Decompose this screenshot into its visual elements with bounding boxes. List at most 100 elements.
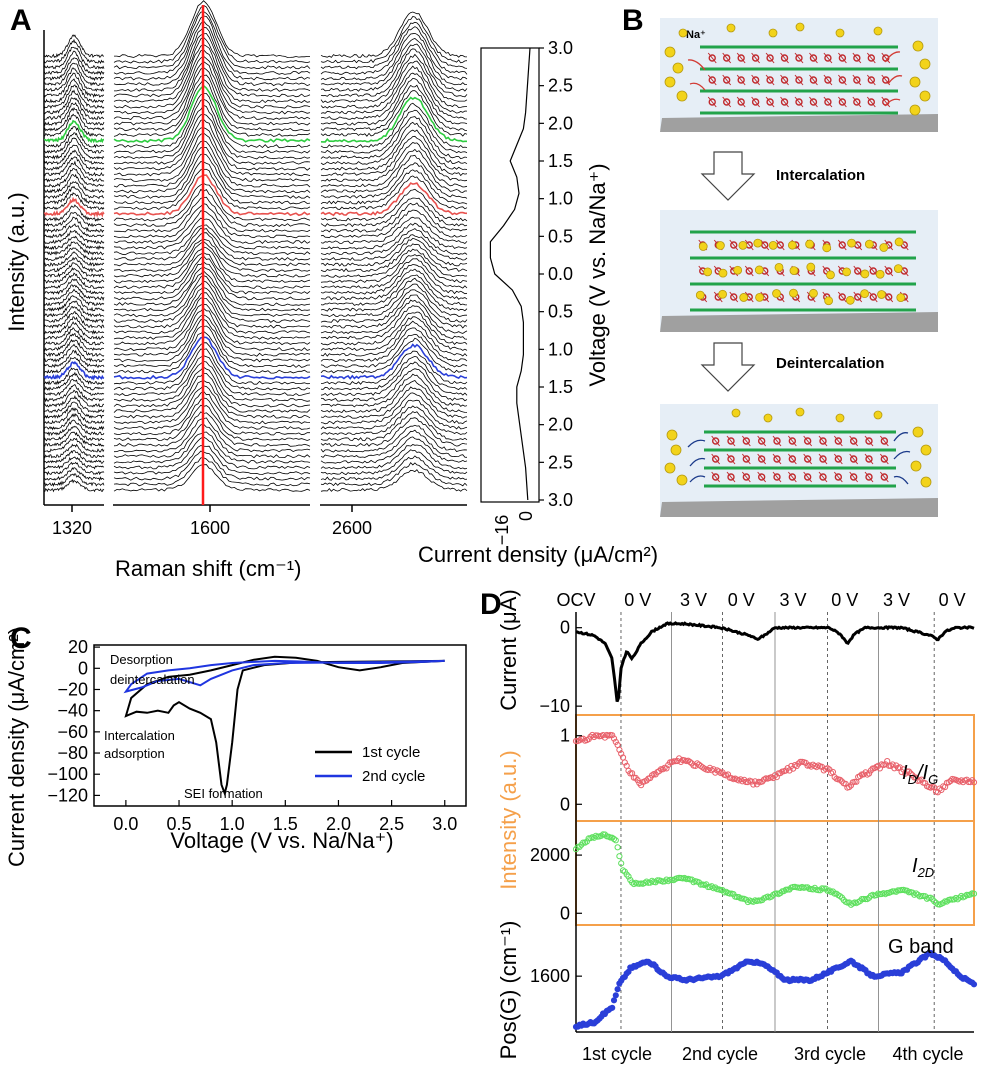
molecule-icon xyxy=(819,455,827,463)
d-point-posg xyxy=(609,1004,616,1011)
sodium-ion-icon xyxy=(919,58,931,70)
spectrum-line xyxy=(320,72,467,120)
spectrum-line xyxy=(320,327,468,363)
spectra-group-2 xyxy=(113,0,311,492)
spectrum-line xyxy=(113,292,311,335)
d-point-i2d xyxy=(927,894,934,901)
molecule-icon xyxy=(766,54,774,62)
d-point-id_ig xyxy=(847,782,855,789)
d-point-i2d xyxy=(940,899,947,907)
spectrum-line xyxy=(320,289,468,323)
molecule-icon xyxy=(838,241,846,249)
molecule-bond xyxy=(744,265,754,277)
spectrum-line xyxy=(43,425,105,442)
molecule-icon xyxy=(722,76,731,84)
spectrum-line xyxy=(113,127,311,177)
molecule-bond xyxy=(741,471,751,483)
spectrum-line xyxy=(320,234,468,261)
spectrum-line xyxy=(113,168,311,211)
cv-strip-ytick-label: 1.0 xyxy=(548,339,573,359)
d-point-i2d xyxy=(904,887,911,894)
molecule-bond xyxy=(744,239,754,251)
molecule-bond xyxy=(772,453,782,465)
d-point-id_ig xyxy=(967,779,974,786)
molecule-icon xyxy=(742,437,751,445)
cv-xtick-label: 0.0 xyxy=(113,814,138,834)
molecule-bond xyxy=(884,239,894,251)
d-ylabel-intensity: Intensity (a.u.) xyxy=(496,750,521,889)
d-point-posg xyxy=(612,992,619,999)
spectrum-line xyxy=(320,148,468,188)
d-point-id_ig xyxy=(837,776,844,783)
spectrum-line xyxy=(320,283,467,318)
molecule-bond xyxy=(884,265,894,277)
molecule-bond xyxy=(818,453,828,465)
schematic-box-3 xyxy=(660,404,938,516)
sodium-ion-icon xyxy=(824,296,834,306)
molecule-icon xyxy=(834,437,843,445)
d-point-id_ig xyxy=(907,770,914,777)
molecule-icon xyxy=(751,76,760,84)
molecule-bond xyxy=(852,52,862,64)
panel-a: A Intensity (a.u.) 1320 1600 2600 Raman … xyxy=(4,0,658,581)
d-point-i2d xyxy=(804,884,811,891)
molecule-bond xyxy=(879,453,889,465)
sodium-ion-icon xyxy=(873,26,883,36)
spectrum-line xyxy=(320,355,468,391)
spectrum-line xyxy=(113,457,311,487)
spectrum-line xyxy=(320,299,468,334)
ion-path-arrow xyxy=(687,59,706,71)
cv-ytick-label: 0 xyxy=(78,658,88,678)
spectrum-line xyxy=(320,361,468,397)
molecule-icon xyxy=(834,455,843,463)
panel-label-d: D xyxy=(480,588,502,621)
molecule-icon xyxy=(834,473,843,481)
molecule-bond xyxy=(881,96,891,108)
molecule-bond xyxy=(879,471,889,483)
molecule-bond xyxy=(864,471,874,483)
molecule-icon xyxy=(727,473,735,481)
spectrum-line xyxy=(113,436,311,470)
sodium-ion-icon xyxy=(676,90,688,102)
spectrum-line xyxy=(43,305,105,324)
molecule-icon xyxy=(824,76,832,84)
spectrum-line xyxy=(320,444,468,470)
spectrum-line xyxy=(113,270,311,312)
spectrum-line xyxy=(113,355,311,397)
sodium-ion-icon xyxy=(795,22,805,32)
d-point-i2d xyxy=(954,896,961,903)
d-point-i2d xyxy=(591,834,598,841)
molecule-bond xyxy=(751,96,761,108)
molecule-bond xyxy=(711,453,721,465)
cv-strip-ytick-label: 3.0 xyxy=(548,38,573,58)
d-point-id_ig xyxy=(748,778,755,785)
spectrum-line xyxy=(43,191,105,210)
spectrum-line xyxy=(320,294,468,329)
d-top-label: OCV xyxy=(556,590,595,610)
molecule-icon xyxy=(708,54,716,62)
spectra-segment-1: 1320 xyxy=(43,30,105,538)
molecule-icon xyxy=(708,98,716,106)
spectrum-line xyxy=(113,445,311,475)
spectrum-line xyxy=(320,469,468,492)
molecule-bond xyxy=(772,471,782,483)
molecule-bond xyxy=(849,453,859,465)
spectrum-line xyxy=(320,380,468,413)
molecule-icon xyxy=(803,437,812,445)
spectrum-line xyxy=(113,314,311,357)
molecule-bond xyxy=(803,453,813,465)
sodium-ion-icon xyxy=(860,289,870,299)
cv-xtick-label: 2.5 xyxy=(379,814,404,834)
spectrum-line xyxy=(113,15,311,75)
molecule-bond xyxy=(741,453,751,465)
spectrum-line xyxy=(43,456,105,470)
molecule-bond xyxy=(881,52,891,64)
d-ytick-label: 0 xyxy=(560,794,570,814)
spectrum-line xyxy=(320,228,468,256)
d-yticks: 0 −10 1 0 2000 0 1600 xyxy=(530,618,582,986)
spectrum-line xyxy=(43,360,105,381)
panel-c: C 0.0 0.5 1.0 1.5 2.0 2.5 3.0200−20−40−60−80−1… xyxy=(4,622,467,867)
ion-path-arrow xyxy=(689,457,706,467)
anno-deintercalation: deintercalation xyxy=(110,672,195,687)
molecule-icon xyxy=(854,267,862,275)
